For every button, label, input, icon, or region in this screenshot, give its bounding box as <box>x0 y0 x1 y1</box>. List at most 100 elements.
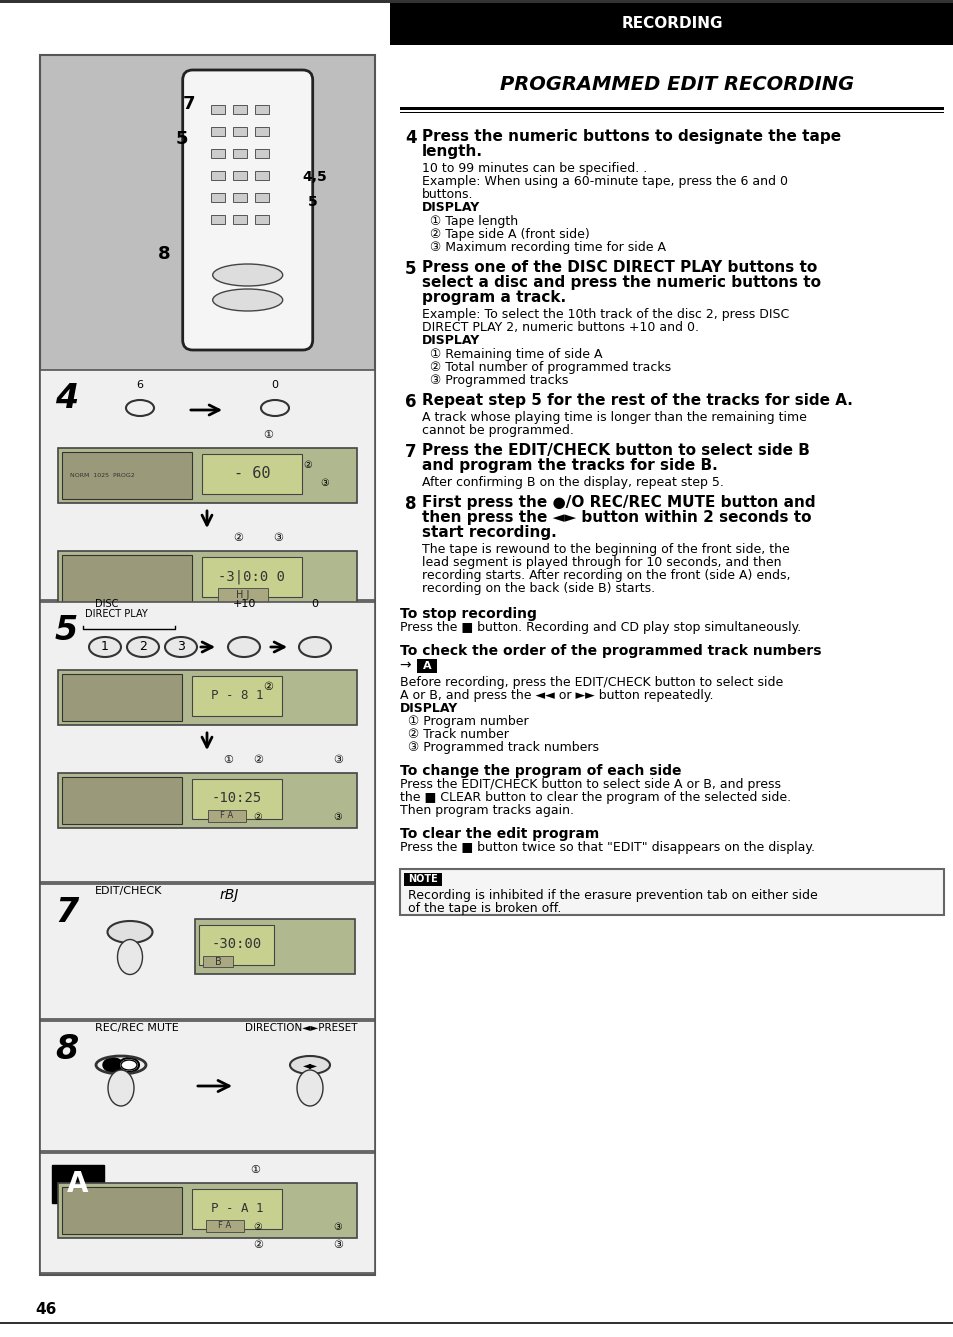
Bar <box>211 106 225 114</box>
Text: 4: 4 <box>405 128 416 147</box>
Text: DISC: DISC <box>95 599 118 608</box>
Text: First press the ●/O REC/REC MUTE button and: First press the ●/O REC/REC MUTE button … <box>421 495 815 509</box>
Ellipse shape <box>127 636 159 656</box>
Text: To check the order of the programmed track numbers: To check the order of the programmed tra… <box>399 644 821 658</box>
Bar <box>211 215 225 225</box>
Text: length.: length. <box>421 144 482 159</box>
Bar <box>202 558 302 598</box>
Bar <box>208 810 246 822</box>
Bar <box>58 448 356 503</box>
Bar <box>218 588 268 602</box>
Text: 3: 3 <box>177 640 185 654</box>
Bar <box>194 919 355 973</box>
Text: ②: ② <box>233 533 243 543</box>
Ellipse shape <box>228 636 260 656</box>
Bar <box>211 193 225 202</box>
Bar <box>40 602 375 882</box>
Text: RECORDING: RECORDING <box>620 16 722 32</box>
Text: ② Tape side A (front side): ② Tape side A (front side) <box>430 229 589 241</box>
Text: buttons.: buttons. <box>421 189 473 201</box>
Text: After confirming B on the display, repeat step 5.: After confirming B on the display, repea… <box>421 476 723 489</box>
Text: -3|0:0 0: -3|0:0 0 <box>218 570 285 584</box>
Bar <box>62 674 182 721</box>
Text: 10 to 99 minutes can be specified. .: 10 to 99 minutes can be specified. . <box>421 162 646 175</box>
Text: ②: ② <box>263 682 273 693</box>
Ellipse shape <box>108 1070 133 1106</box>
Text: The tape is rewound to the beginning of the front side, the: The tape is rewound to the beginning of … <box>421 543 789 556</box>
Text: NOTE: NOTE <box>408 874 437 885</box>
Bar <box>403 873 441 886</box>
Bar <box>62 1187 182 1234</box>
Text: start recording.: start recording. <box>421 525 557 540</box>
Text: ②: ② <box>253 812 262 822</box>
Text: Recording is inhibited if the erasure prevention tab on either side: Recording is inhibited if the erasure pr… <box>408 889 817 902</box>
Text: Press the EDIT/CHECK button to select side A or B, and press: Press the EDIT/CHECK button to select si… <box>399 778 781 792</box>
Bar <box>254 127 269 136</box>
Text: ③: ③ <box>333 1239 343 1250</box>
Text: DIRECT PLAY 2, numeric buttons +10 and 0.: DIRECT PLAY 2, numeric buttons +10 and 0… <box>421 321 699 334</box>
Ellipse shape <box>213 263 282 286</box>
Text: 8: 8 <box>405 495 416 513</box>
Text: To change the program of each side: To change the program of each side <box>399 763 680 778</box>
Ellipse shape <box>261 400 289 416</box>
Text: 5: 5 <box>55 614 78 647</box>
Text: H J: H J <box>236 590 250 600</box>
Text: Press the EDIT/CHECK button to select side B: Press the EDIT/CHECK button to select si… <box>421 443 809 459</box>
Text: Repeat step 5 for the rest of the tracks for side A.: Repeat step 5 for the rest of the tracks… <box>421 393 852 408</box>
Text: ① Program number: ① Program number <box>408 715 528 729</box>
Text: ③ Programmed track numbers: ③ Programmed track numbers <box>408 741 598 754</box>
Text: 5: 5 <box>308 195 317 209</box>
Text: DIRECTION◄►PRESET: DIRECTION◄►PRESET <box>245 1023 357 1034</box>
Bar <box>192 677 282 717</box>
Text: ②: ② <box>303 460 312 471</box>
Bar <box>40 55 375 1275</box>
Bar <box>254 148 269 158</box>
Text: A: A <box>67 1170 89 1198</box>
Text: ①: ① <box>250 1165 260 1175</box>
Text: A or B, and press the ◄◄ or ►► button repeatedly.: A or B, and press the ◄◄ or ►► button re… <box>399 689 713 702</box>
Bar <box>254 193 269 202</box>
Text: ① Remaining time of side A: ① Remaining time of side A <box>430 348 602 361</box>
Text: Before recording, press the EDIT/CHECK button to select side: Before recording, press the EDIT/CHECK b… <box>399 677 782 689</box>
Text: 5: 5 <box>175 130 188 148</box>
Bar <box>62 452 192 499</box>
Text: 46: 46 <box>35 1302 56 1317</box>
Text: 0: 0 <box>312 599 318 608</box>
Text: and program the tracks for side B.: and program the tracks for side B. <box>421 459 717 473</box>
Ellipse shape <box>165 636 196 656</box>
Text: 7: 7 <box>55 896 78 929</box>
Bar <box>0 0 953 3</box>
Text: - 60: - 60 <box>233 467 270 481</box>
Text: select a disc and press the numeric buttons to: select a disc and press the numeric butt… <box>421 275 821 290</box>
Ellipse shape <box>89 636 121 656</box>
Text: DISPLAY: DISPLAY <box>421 334 479 348</box>
Text: cannot be programmed.: cannot be programmed. <box>421 424 574 437</box>
Bar <box>233 171 247 180</box>
Ellipse shape <box>213 289 282 312</box>
Text: ③: ③ <box>334 1222 342 1231</box>
Text: of the tape is broken off.: of the tape is broken off. <box>408 902 560 915</box>
Text: 8: 8 <box>157 245 171 263</box>
Text: lead segment is played through for 10 seconds, and then: lead segment is played through for 10 se… <box>421 556 781 570</box>
Text: the ■ CLEAR button to clear the program of the selected side.: the ■ CLEAR button to clear the program … <box>399 792 790 804</box>
Bar <box>192 1189 282 1229</box>
Text: EDIT/CHECK: EDIT/CHECK <box>95 886 162 896</box>
Bar <box>233 193 247 202</box>
Text: Press the ■ button twice so that "EDIT" disappears on the display.: Press the ■ button twice so that "EDIT" … <box>399 841 814 854</box>
Bar <box>233 106 247 114</box>
Text: Then program tracks again.: Then program tracks again. <box>399 804 574 817</box>
Text: 7: 7 <box>183 95 195 114</box>
Text: 7: 7 <box>405 443 416 461</box>
Text: 6: 6 <box>405 393 416 410</box>
Ellipse shape <box>290 1056 330 1074</box>
Text: P - A 1: P - A 1 <box>211 1202 263 1215</box>
Bar <box>40 370 375 600</box>
Bar <box>211 171 225 180</box>
Text: ③: ③ <box>333 755 343 765</box>
Ellipse shape <box>108 921 152 943</box>
Text: 6: 6 <box>136 380 143 390</box>
Bar <box>211 127 225 136</box>
Bar <box>58 551 356 606</box>
Text: →: → <box>399 658 416 673</box>
Text: +10: +10 <box>233 599 255 608</box>
